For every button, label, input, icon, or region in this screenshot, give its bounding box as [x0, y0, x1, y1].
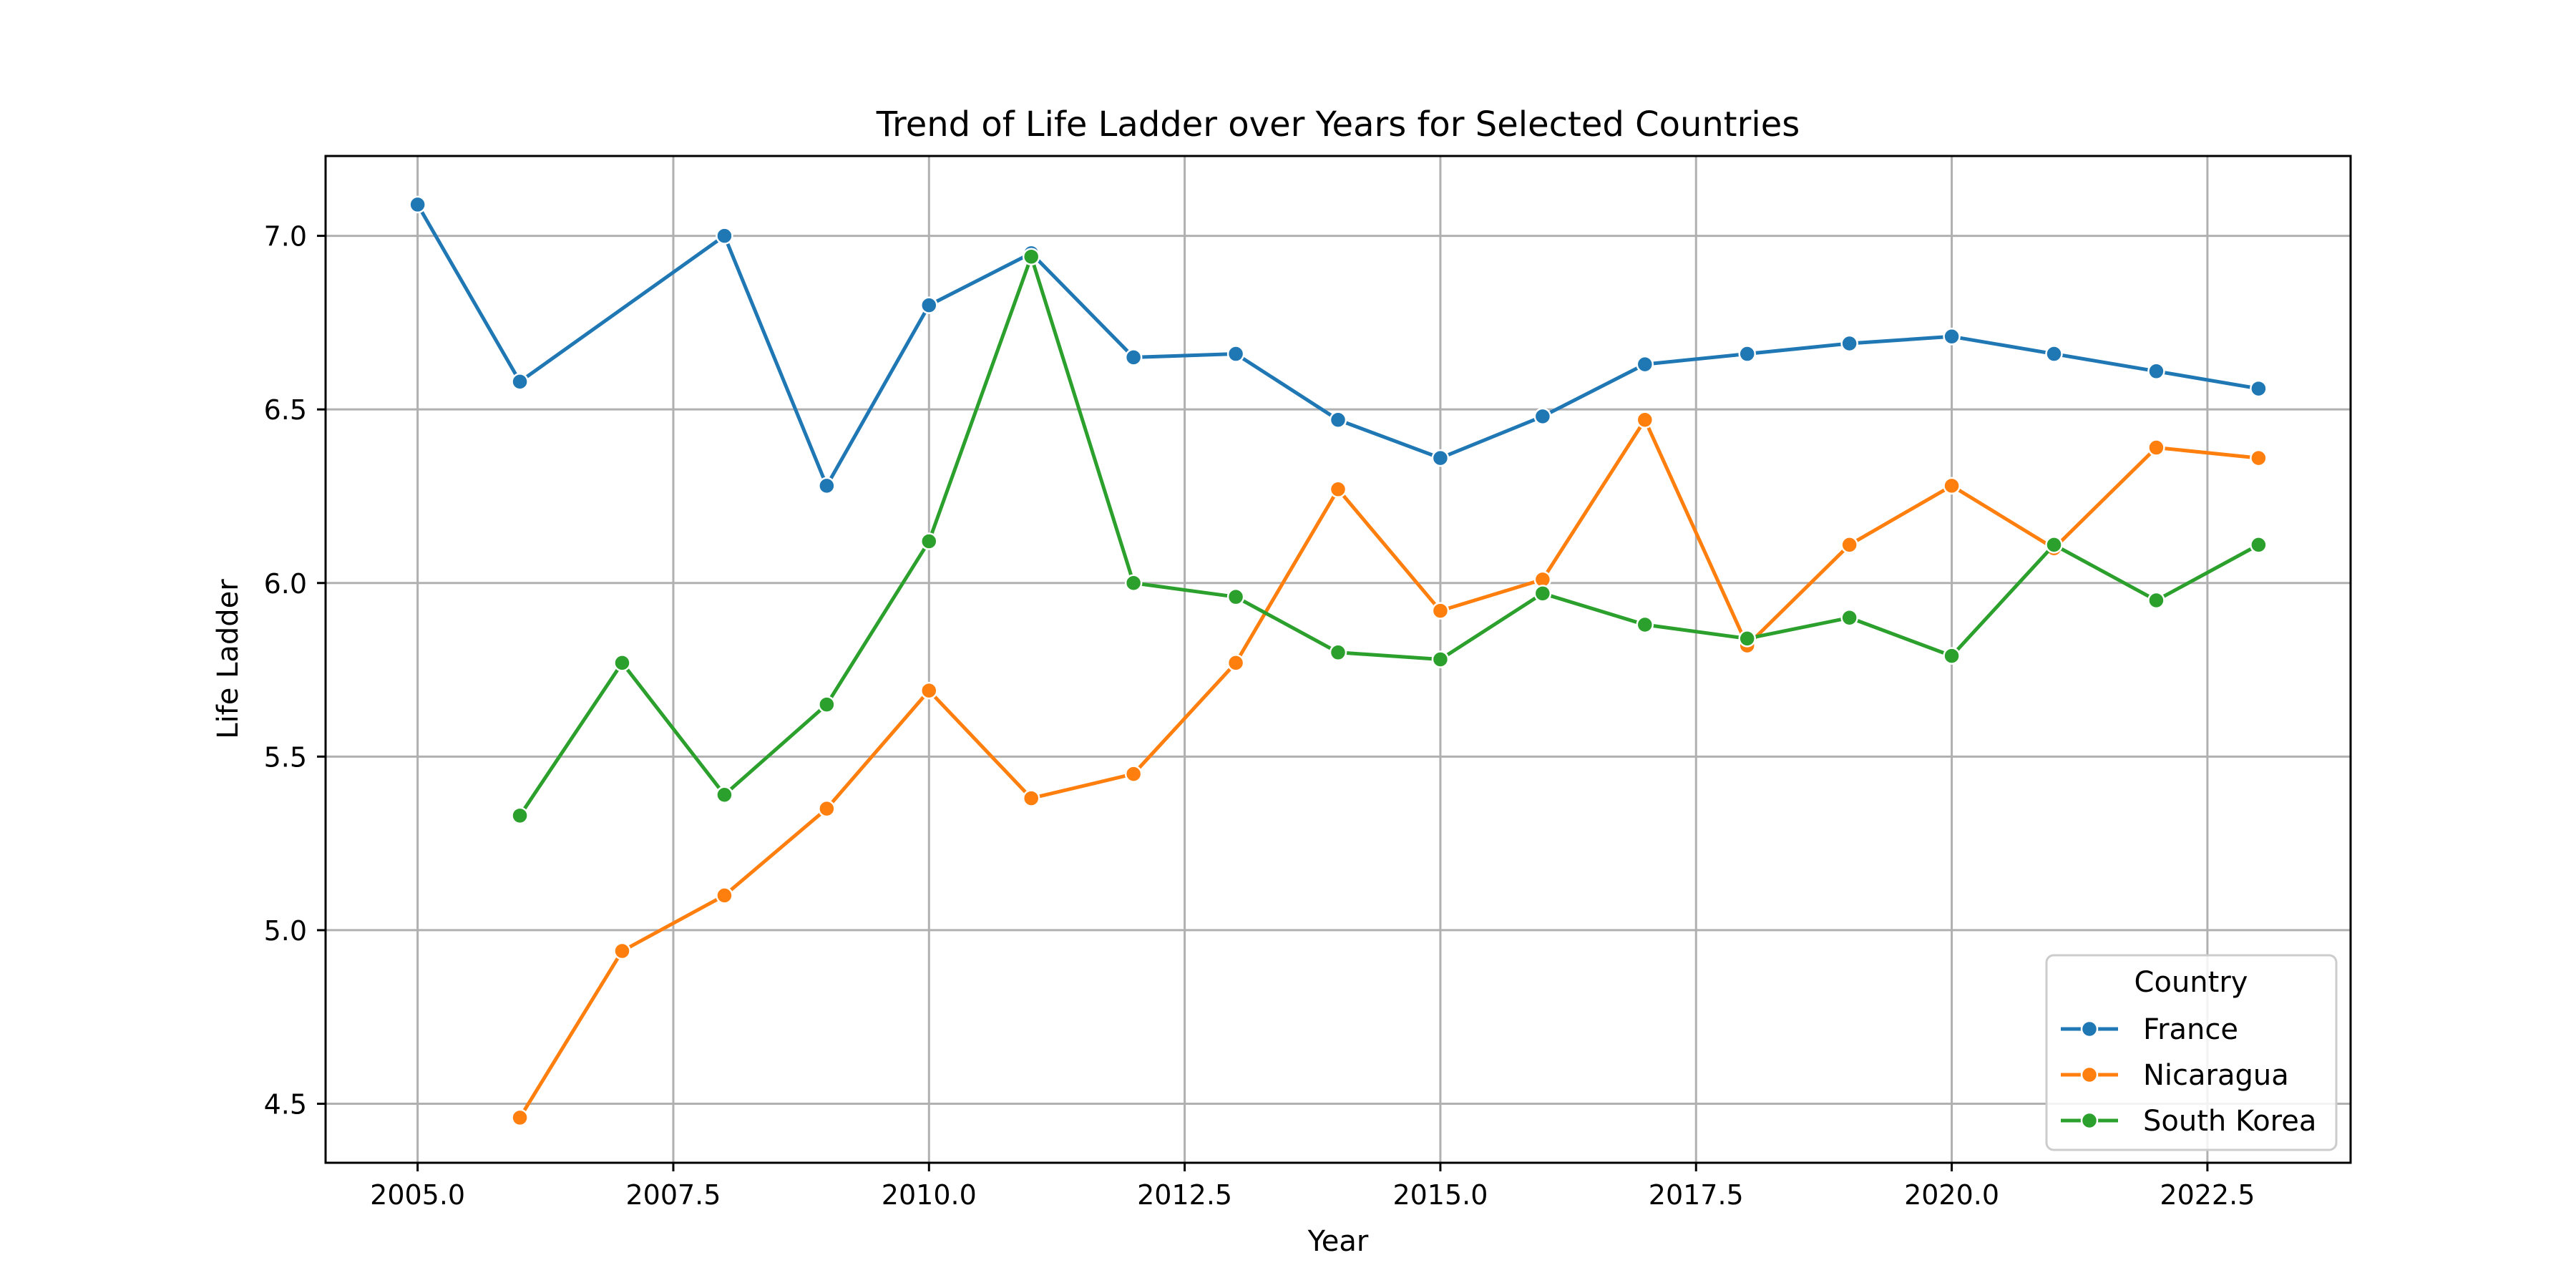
data-point-france [1840, 334, 1858, 353]
data-point-south-korea [511, 806, 529, 825]
data-point-nicaragua [1022, 789, 1040, 807]
data-point-france [511, 373, 529, 391]
data-point-nicaragua [1636, 411, 1654, 429]
y-tick-label: 6.5 [264, 394, 307, 426]
chart-title: Trend of Life Ladder over Years for Sele… [876, 104, 1800, 145]
legend-marker-nicaragua [2080, 1065, 2099, 1084]
data-point-france [716, 227, 733, 245]
ticks: 2005.0 2007.5 2010.0 2012.5 2015.0 2017.5 2020… [264, 221, 2255, 1211]
data-point-south-korea [2147, 591, 2165, 610]
data-point-south-korea [920, 532, 938, 550]
y-tick-label: 5.0 [264, 915, 307, 947]
data-point-france [818, 477, 836, 495]
data-point-south-korea [1943, 647, 1961, 665]
legend-box [2045, 954, 2338, 1151]
legend-label-nicaragua: Nicaragua [2143, 1059, 2289, 1092]
data-point-nicaragua [920, 681, 938, 700]
data-point-nicaragua [1840, 536, 1858, 554]
legend-entries: France Nicaragua South Korea [2061, 1013, 2316, 1138]
x-tick-label: 2007.5 [625, 1179, 721, 1211]
data-point-south-korea [1226, 587, 1245, 606]
series-layer [409, 195, 2268, 1127]
data-point-south-korea [1636, 615, 1654, 634]
x-axis-label: Year [1307, 1225, 1369, 1258]
data-point-france [2147, 362, 2165, 381]
y-tick-label: 4.5 [264, 1089, 307, 1121]
data-point-south-korea [1022, 248, 1040, 265]
y-tick-label: 6.0 [264, 568, 307, 600]
data-point-south-korea [1431, 650, 1450, 668]
data-point-france [1124, 348, 1143, 366]
data-point-france [1738, 345, 1756, 363]
data-point-france [1431, 449, 1450, 467]
data-point-south-korea [613, 654, 631, 672]
legend-marker-south-korea [2080, 1111, 2099, 1130]
x-tick-label: 2022.5 [2160, 1179, 2255, 1211]
legend: Country France Nicaragua South Korea [2045, 954, 2338, 1151]
data-point-south-korea [1840, 609, 1858, 627]
data-point-nicaragua [1226, 654, 1245, 672]
data-point-nicaragua [2147, 439, 2165, 457]
data-point-nicaragua [1329, 480, 1347, 499]
data-point-nicaragua [2250, 449, 2268, 467]
data-point-nicaragua [1431, 602, 1450, 620]
data-point-south-korea [1533, 585, 1552, 602]
y-tick-label: 5.5 [264, 741, 307, 773]
legend-marker-france [2080, 1020, 2099, 1038]
x-tick-label: 2020.0 [1904, 1179, 1999, 1211]
data-point-france [1636, 355, 1654, 374]
series-line-nicaragua [518, 418, 2260, 1120]
grid [326, 156, 2351, 1163]
data-point-france [1533, 407, 1552, 426]
data-point-south-korea [2045, 536, 2063, 554]
data-point-nicaragua [613, 942, 631, 960]
data-point-nicaragua [1943, 477, 1961, 495]
data-point-nicaragua [716, 887, 733, 904]
data-point-south-korea [1738, 630, 1756, 648]
data-point-south-korea [1329, 643, 1347, 662]
data-point-nicaragua [511, 1108, 529, 1127]
data-point-south-korea [2250, 536, 2268, 554]
data-point-france [1226, 345, 1245, 363]
series-south-korea [511, 248, 2268, 825]
x-tick-label: 2012.5 [1137, 1179, 1232, 1211]
data-point-south-korea [818, 696, 836, 713]
legend-label-south-korea: South Korea [2143, 1105, 2316, 1138]
y-tick-label: 7.0 [264, 221, 307, 253]
x-tick-label: 2005.0 [370, 1179, 465, 1211]
legend-title: Country [2135, 966, 2248, 999]
x-tick-label: 2010.0 [882, 1179, 977, 1211]
data-point-france [409, 195, 426, 214]
data-point-nicaragua [1124, 765, 1143, 783]
data-point-france [920, 296, 938, 314]
y-axis-label: Life Ladder [212, 579, 245, 739]
plot-frame [324, 155, 2352, 1164]
data-point-france [2250, 379, 2268, 398]
data-point-south-korea [1124, 574, 1143, 592]
series-line-south-korea [518, 255, 2260, 818]
series-france [409, 195, 2268, 495]
series-line-france [416, 203, 2260, 488]
data-point-france [2045, 345, 2063, 363]
x-tick-label: 2015.0 [1392, 1179, 1488, 1211]
data-point-france [1943, 328, 1961, 346]
data-point-south-korea [716, 786, 733, 804]
data-point-nicaragua [818, 799, 836, 818]
data-point-france [1329, 411, 1347, 429]
legend-label-france: France [2143, 1013, 2238, 1046]
x-tick-label: 2017.5 [1649, 1179, 1744, 1211]
